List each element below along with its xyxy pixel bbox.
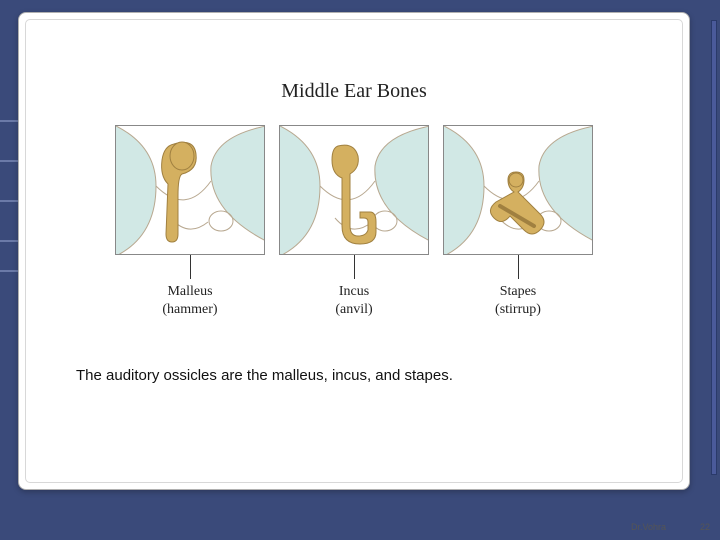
incus-label: Incus(anvil) xyxy=(335,283,372,319)
incus-illustration xyxy=(279,125,429,255)
slide-card-inner: Middle Ear Bones Malleus(hammer) xyxy=(25,19,683,483)
incus-label-sub: (anvil) xyxy=(335,301,372,319)
stapes-label-main: Stapes xyxy=(495,283,541,301)
incus-label-main: Incus xyxy=(335,283,372,301)
slide-card: Middle Ear Bones Malleus(hammer) xyxy=(18,12,690,490)
malleus-label-main: Malleus xyxy=(162,283,217,301)
slide-caption: The auditory ossicles are the malleus, i… xyxy=(76,367,642,384)
slide-footer: Dr.Vohra 22 xyxy=(631,522,710,532)
malleus-illustration xyxy=(115,125,265,255)
right-accent-bar xyxy=(711,20,717,475)
stapes-label: Stapes(stirrup) xyxy=(495,283,541,319)
panel-incus: Incus(anvil) xyxy=(279,125,429,319)
slide-author: Dr.Vohra xyxy=(631,522,666,532)
leader-line xyxy=(518,253,519,279)
panel-stapes: Stapes(stirrup) xyxy=(443,125,593,319)
stapes-illustration xyxy=(443,125,593,255)
slide-title: Middle Ear Bones xyxy=(66,80,642,103)
panel-malleus: Malleus(hammer) xyxy=(115,125,265,319)
panels-row: Malleus(hammer) Incus(anvil) Stapes( xyxy=(66,125,642,319)
malleus-label-sub: (hammer) xyxy=(162,301,217,319)
stapes-label-sub: (stirrup) xyxy=(495,301,541,319)
leader-line xyxy=(354,253,355,279)
slide-page-number: 22 xyxy=(700,522,710,532)
leader-line xyxy=(190,253,191,279)
malleus-label: Malleus(hammer) xyxy=(162,283,217,319)
